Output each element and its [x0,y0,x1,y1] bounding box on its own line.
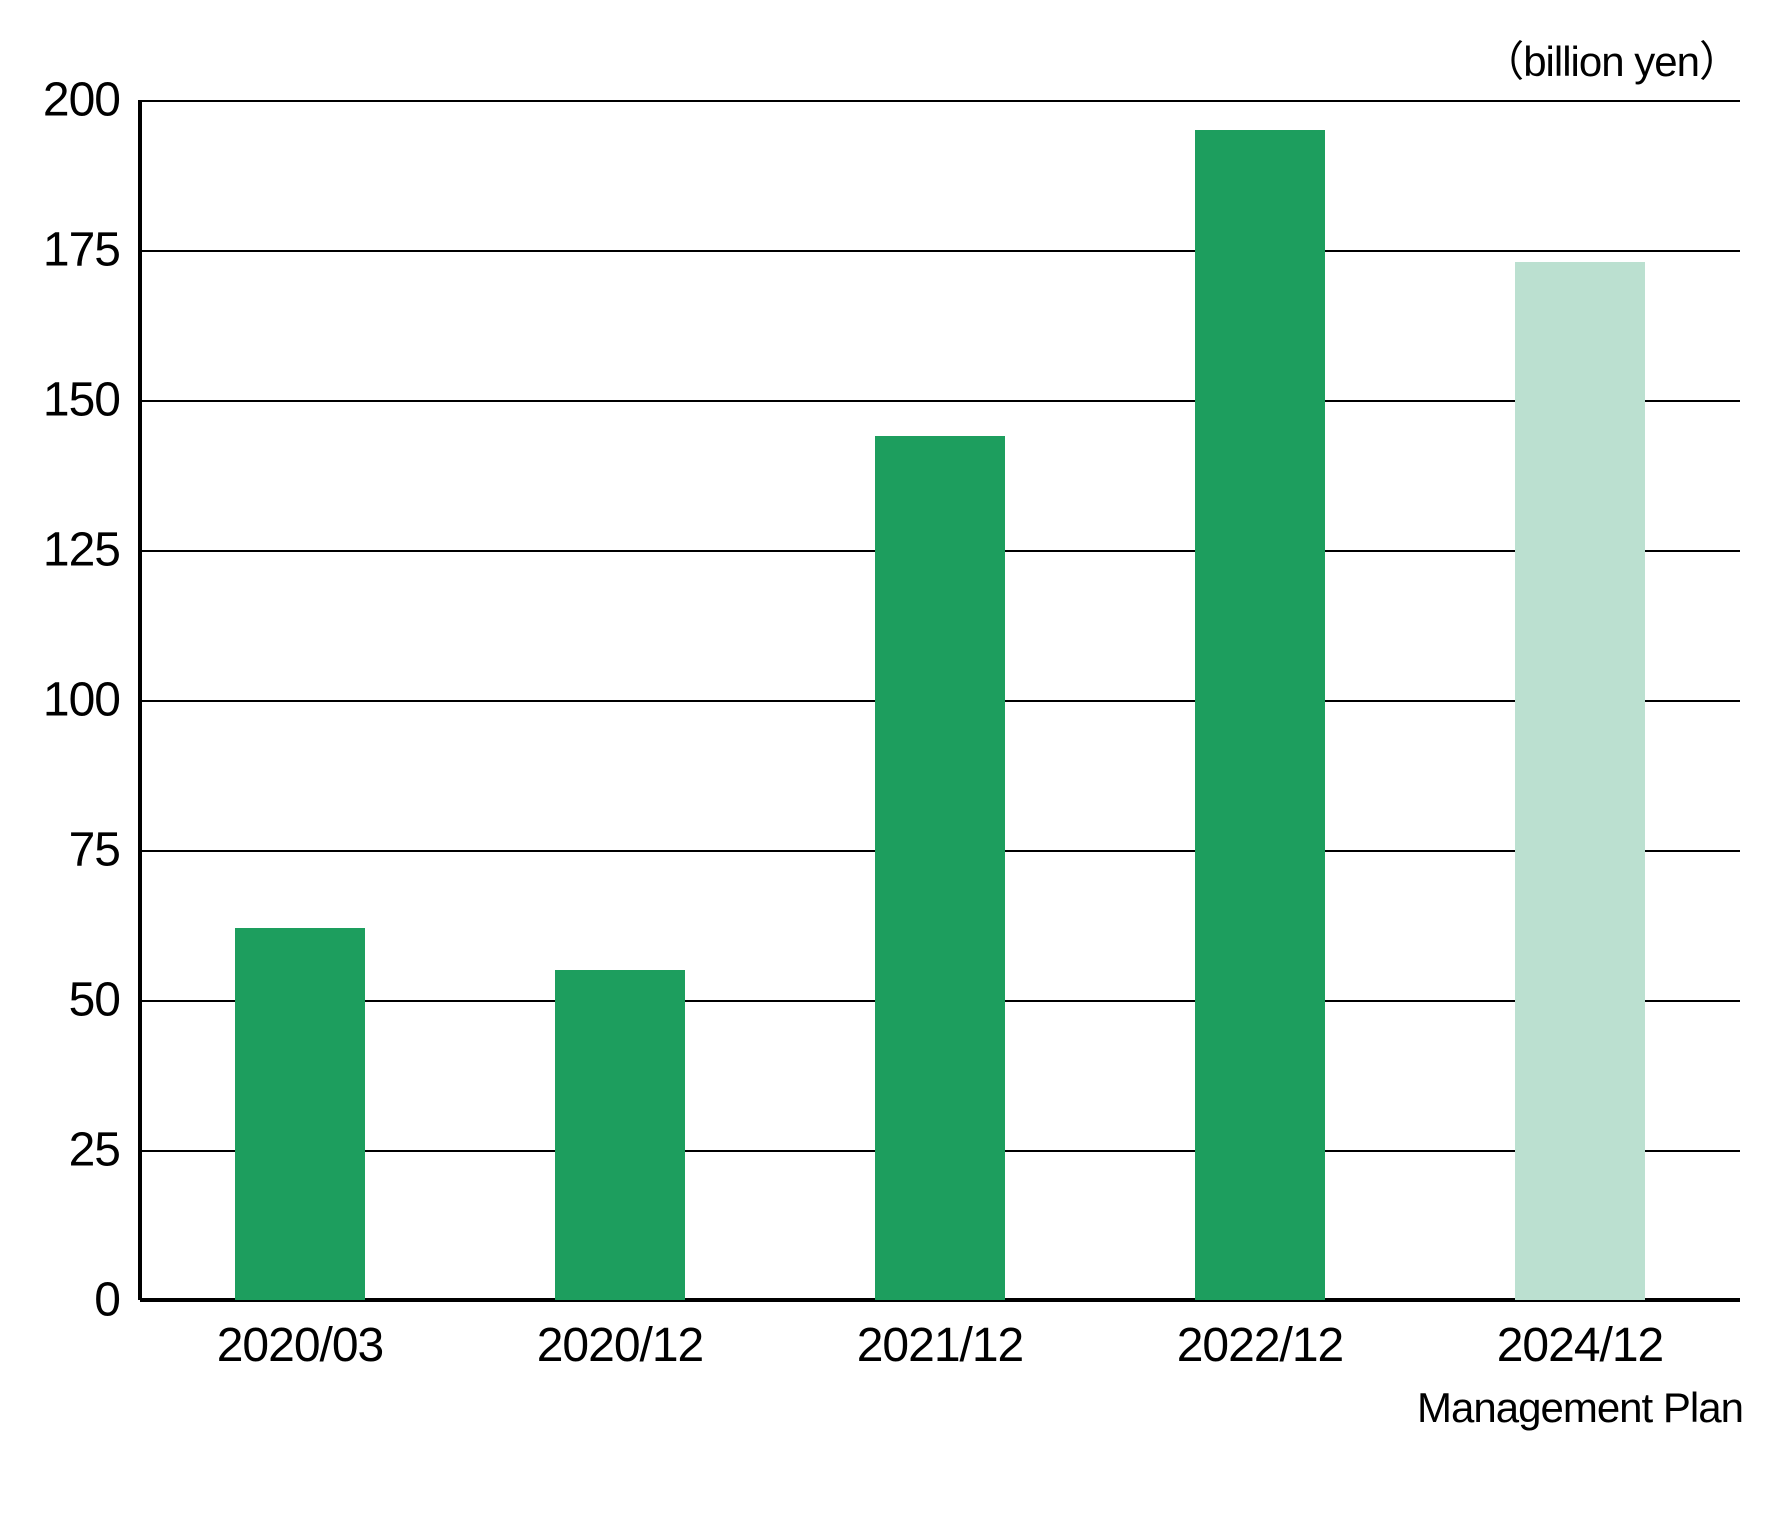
y-tick-label: 0 [0,1273,120,1328]
y-tick-label: 175 [0,223,120,278]
y-tick-label: 125 [0,523,120,578]
gridline [140,400,1740,402]
bar [555,970,685,1300]
y-tick-label: 200 [0,73,120,128]
bar-chart: （billion yen） 0 25 50 75 100 125 150 175 200 2020… [0,0,1778,1513]
bar [1515,262,1645,1300]
y-tick-label: 50 [0,973,120,1028]
y-tick-label: 75 [0,823,120,878]
y-axis-line [138,100,142,1300]
bar [1195,130,1325,1300]
y-axis-unit-label: （billion yen） [1482,28,1740,89]
bar [235,928,365,1300]
y-tick-label: 150 [0,373,120,428]
x-tick-label: 2022/12 [1100,1318,1420,1373]
x-tick-label: 2020/12 [460,1318,780,1373]
y-tick-label: 100 [0,673,120,728]
bar [875,436,1005,1300]
x-tick-label: 2024/12 [1420,1318,1740,1373]
x-tick-label: 2021/12 [780,1318,1100,1373]
x-sublabel: Management Plan [1417,1384,1743,1432]
plot-area [140,100,1740,1300]
gridline [140,250,1740,252]
y-tick-label: 25 [0,1123,120,1178]
gridline [140,100,1740,102]
x-tick-label: 2020/03 [140,1318,460,1373]
